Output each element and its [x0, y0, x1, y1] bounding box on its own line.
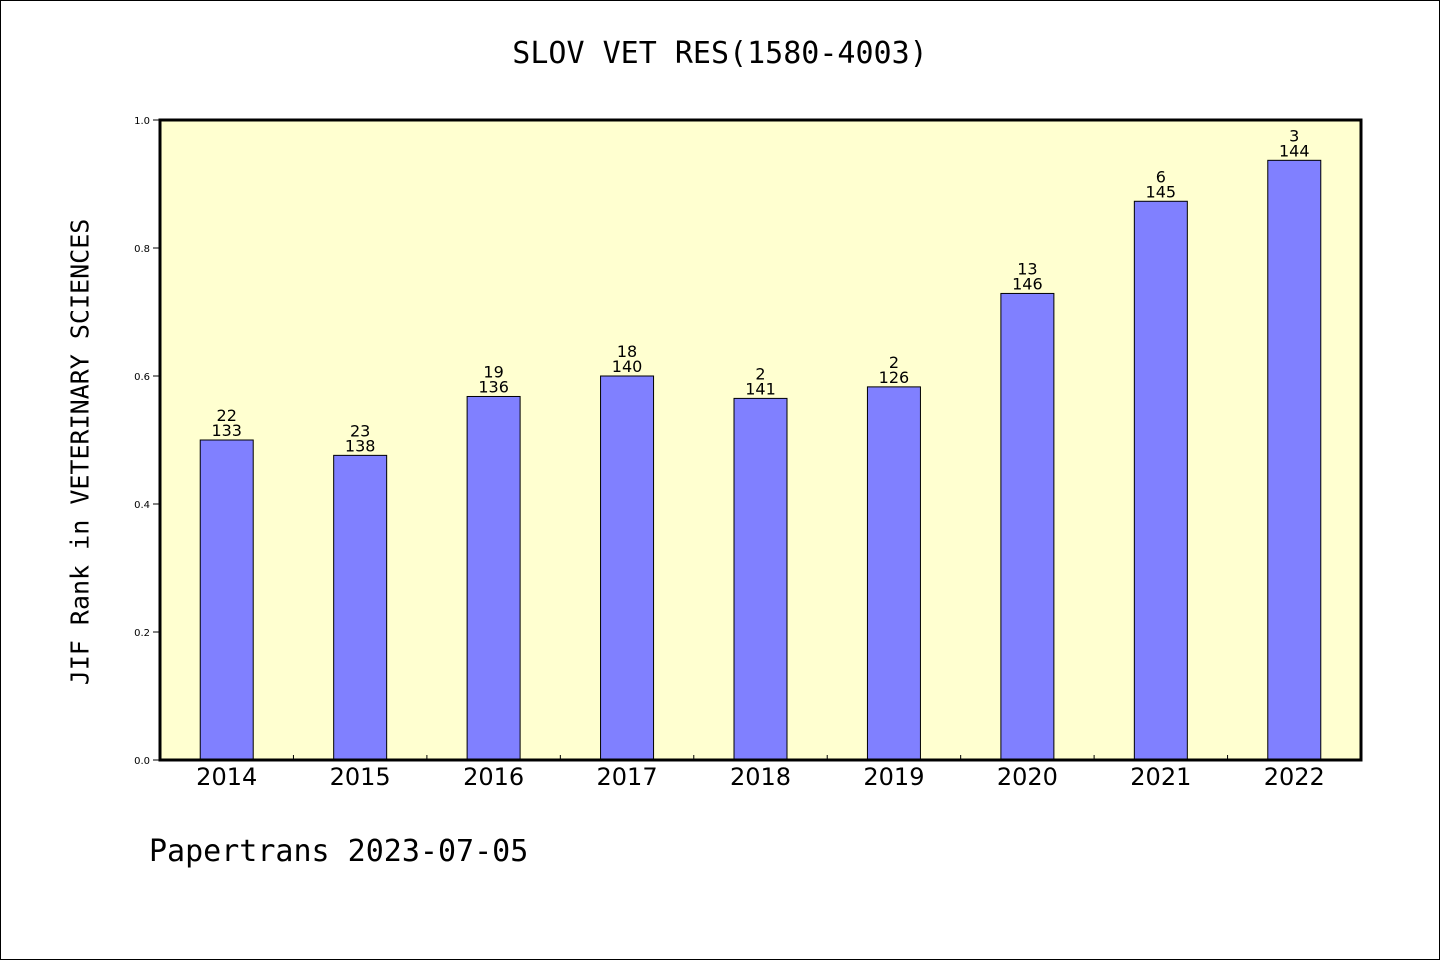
x-tick-label: 2016	[463, 763, 524, 791]
x-tick-label: 2020	[997, 763, 1058, 791]
x-tick-label: 2017	[597, 763, 658, 791]
bar	[866, 386, 921, 761]
bar-rank-label: 23	[350, 421, 370, 440]
bar-rank-label: 2	[755, 364, 765, 383]
bar-total-label: 145	[1146, 182, 1177, 201]
bar-total-label: 141	[745, 379, 776, 398]
bar	[1267, 159, 1322, 761]
x-tick-label: 2018	[730, 763, 791, 791]
bar	[333, 454, 388, 761]
x-tick-label: 2015	[330, 763, 391, 791]
bar-rank-label: 13	[1017, 259, 1037, 278]
bar-rank-label: 2	[889, 353, 899, 372]
bar	[733, 397, 788, 761]
bar-total-label: 133	[211, 421, 242, 440]
bar-rank-label: 22	[217, 406, 237, 425]
y-tick-label: 0.2	[134, 628, 150, 639]
bar	[600, 375, 655, 761]
y-tick-label: 0.8	[134, 244, 150, 255]
x-tick-label: 2019	[863, 763, 924, 791]
y-tick-label: 1.0	[134, 116, 150, 127]
bar-total-label: 140	[612, 357, 643, 376]
footer-credit: Papertrans 2023-07-05	[149, 834, 529, 869]
plot-border	[158, 118, 1363, 762]
chart-title: SLOV VET RES(1580-4003)	[512, 36, 928, 71]
bar	[1000, 292, 1055, 761]
bar-total-label: 138	[345, 436, 376, 455]
x-tick-label: 2021	[1130, 763, 1191, 791]
bar-total-label: 144	[1279, 141, 1310, 160]
bar-rank-label: 19	[483, 362, 503, 381]
bar-total-label: 126	[879, 368, 910, 387]
bar	[199, 439, 254, 761]
bar	[1133, 200, 1188, 761]
bar-total-label: 136	[478, 377, 509, 396]
bar-rank-label: 6	[1156, 167, 1166, 186]
y-tick-label: 0.0	[134, 756, 150, 767]
bar	[466, 395, 521, 761]
y-tick-label: 0.6	[134, 372, 150, 383]
bar-total-label: 146	[1012, 274, 1043, 293]
bar-rank-label: 18	[617, 342, 637, 361]
x-tick-label: 2022	[1264, 763, 1325, 791]
bar-rank-label: 3	[1289, 126, 1299, 145]
x-tick-label: 2014	[196, 763, 257, 791]
y-tick-label: 0.4	[134, 500, 150, 511]
